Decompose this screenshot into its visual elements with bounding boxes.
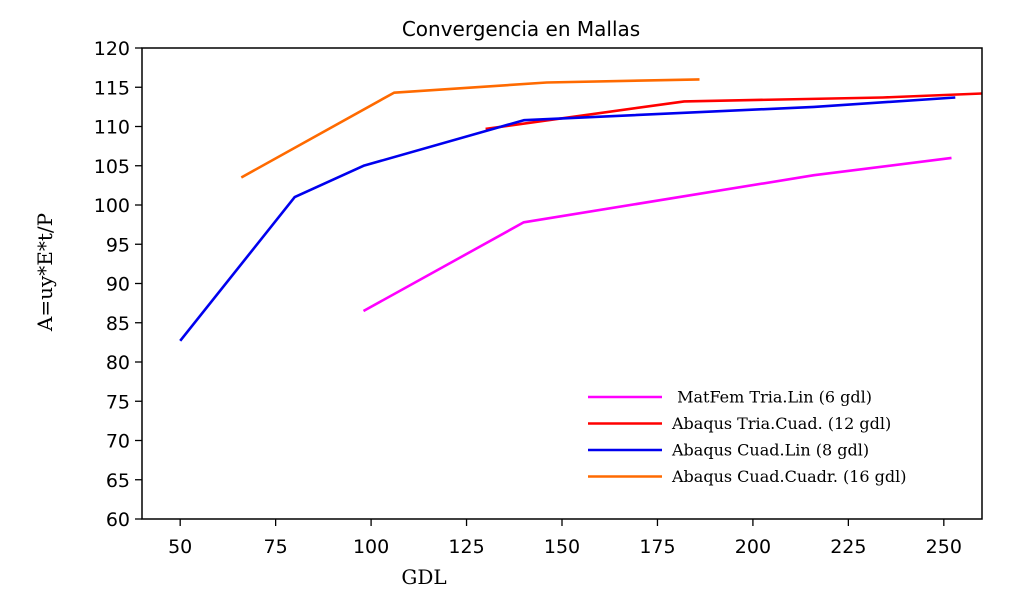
y-tick-label: 80 (106, 352, 130, 374)
series-line-2 (179, 96, 956, 342)
x-tick-label: 100 (353, 536, 389, 558)
series-line-0 (362, 156, 952, 313)
x-tick-label: 225 (830, 536, 866, 558)
legend-label-0: MatFem Tria.Lin (6 gdl) (672, 388, 872, 407)
x-axis: 50 75 100 125 150 175 200 225 250 (168, 519, 962, 558)
y-tick-label: 100 (94, 195, 130, 217)
y-tick-label: 75 (106, 391, 130, 413)
y-tick-label: 95 (106, 234, 130, 256)
y-axis: 60 65 70 75 80 85 90 95 100 105 110 115 120 (94, 38, 142, 531)
x-tick-label: 200 (735, 536, 771, 558)
y-tick-label: 70 (106, 431, 130, 453)
y-axis-label: A=uy*E*t/P (33, 213, 57, 332)
plot-area (179, 78, 982, 342)
series-line-1 (485, 92, 982, 131)
legend: MatFem Tria.Lin (6 gdl) Abaqus Tria.Cuad.… (588, 388, 907, 486)
legend-label-2: Abaqus Cuad.Lin (8 gdl) (671, 441, 869, 460)
x-tick-label: 150 (544, 536, 580, 558)
x-tick-label: 175 (639, 536, 675, 558)
x-tick-label: 50 (168, 536, 192, 558)
legend-label-3: Abaqus Cuad.Cuadr. (16 gdl) (671, 467, 907, 486)
x-tick-label: 125 (448, 536, 484, 558)
chart-title: Convergencia en Mallas (402, 17, 640, 41)
x-tick-label: 75 (264, 536, 288, 558)
y-tick-label: 90 (106, 274, 130, 296)
series-line-3 (240, 78, 700, 179)
y-tick-label: 65 (106, 470, 130, 492)
x-tick-label: 250 (926, 536, 962, 558)
y-tick-label: 115 (94, 77, 130, 99)
y-tick-label: 110 (94, 117, 130, 139)
x-axis-label: GDL (401, 565, 446, 589)
legend-label-1: Abaqus Tria.Cuad. (12 gdl) (671, 414, 891, 433)
y-tick-label: 120 (94, 38, 130, 60)
y-tick-label: 105 (94, 156, 130, 178)
y-tick-label: 85 (106, 313, 130, 335)
y-tick-label: 60 (106, 509, 130, 531)
